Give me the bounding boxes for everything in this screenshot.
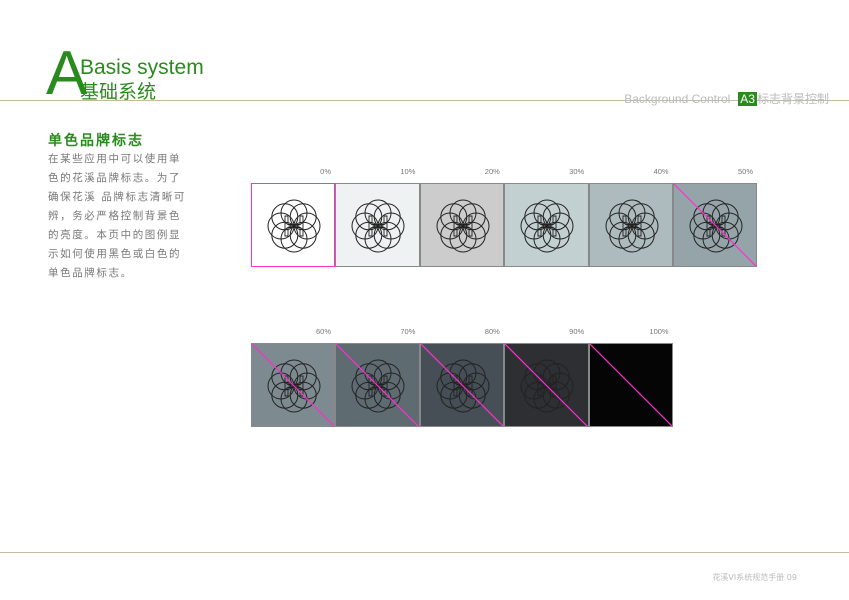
background-swatch bbox=[335, 183, 420, 267]
body-line: 在某些应用中可以使用单 bbox=[48, 153, 182, 165]
flower-logo-icon bbox=[605, 199, 659, 253]
body-line: 确保花溪 品牌标志清晰可 bbox=[48, 191, 187, 203]
cross-out-line bbox=[589, 344, 672, 426]
section-tag-cn: 标志背景控制 bbox=[756, 92, 829, 106]
background-swatch bbox=[251, 343, 336, 427]
swatch-label: 70% bbox=[400, 327, 416, 336]
cross-out-line bbox=[505, 344, 588, 426]
background-swatch bbox=[504, 183, 589, 267]
cross-out-line bbox=[252, 344, 335, 426]
body-line: 单色品牌标志。 bbox=[48, 267, 133, 279]
footer-text: 花溪VI系统规范手册 09 bbox=[712, 573, 797, 582]
section-title: 单色品牌标志 bbox=[48, 133, 144, 149]
background-swatch bbox=[251, 183, 336, 267]
header-rule bbox=[0, 100, 849, 101]
background-swatch bbox=[419, 183, 505, 267]
header-title-en: Basis system bbox=[80, 56, 204, 79]
cross-out-line bbox=[420, 344, 504, 426]
background-swatch bbox=[673, 183, 758, 267]
flower-logo-icon bbox=[436, 199, 490, 253]
swatch-label: 10% bbox=[400, 167, 416, 176]
background-swatch bbox=[588, 343, 673, 427]
section-code-badge: A3 bbox=[738, 92, 757, 106]
background-swatch bbox=[504, 343, 589, 427]
swatch-label: 30% bbox=[569, 167, 585, 176]
body-line: 色的花溪品牌标志。为了 bbox=[48, 172, 182, 184]
swatch-label: 90% bbox=[569, 327, 585, 336]
section-tag: Background Control A3 标志背景控制 bbox=[624, 90, 829, 107]
swatch-label: 40% bbox=[653, 167, 669, 176]
footer-rule bbox=[0, 552, 849, 553]
swatch-label: 100% bbox=[649, 327, 669, 336]
body-line: 辨，务必严格控制背景色 bbox=[48, 210, 182, 222]
flower-logo-icon bbox=[520, 199, 574, 253]
section-body: 在某些应用中可以使用单 色的花溪品牌标志。为了 确保花溪 品牌标志清晰可 辨，务必严格… bbox=[48, 150, 188, 283]
flower-logo-icon bbox=[351, 199, 405, 253]
swatch-label: 20% bbox=[484, 167, 500, 176]
background-swatch bbox=[588, 183, 673, 267]
swatch-label: 60% bbox=[315, 327, 331, 336]
section-tag-en: Background Control bbox=[624, 91, 731, 106]
swatch-label: 80% bbox=[484, 327, 500, 336]
body-line: 的亮度。本页中的图例显 bbox=[48, 229, 182, 241]
header-title-cn: 基础系统 bbox=[80, 81, 157, 103]
background-swatch bbox=[335, 343, 420, 427]
cross-out-line bbox=[674, 184, 757, 266]
header-letter: A bbox=[46, 39, 88, 108]
swatch-label: 50% bbox=[737, 167, 753, 176]
swatch-label: 0% bbox=[320, 167, 331, 176]
body-line: 示如何使用黑色或白色的 bbox=[48, 248, 182, 260]
cross-out-line bbox=[336, 344, 419, 426]
flower-logo-icon bbox=[267, 199, 321, 253]
background-swatch bbox=[419, 343, 505, 427]
